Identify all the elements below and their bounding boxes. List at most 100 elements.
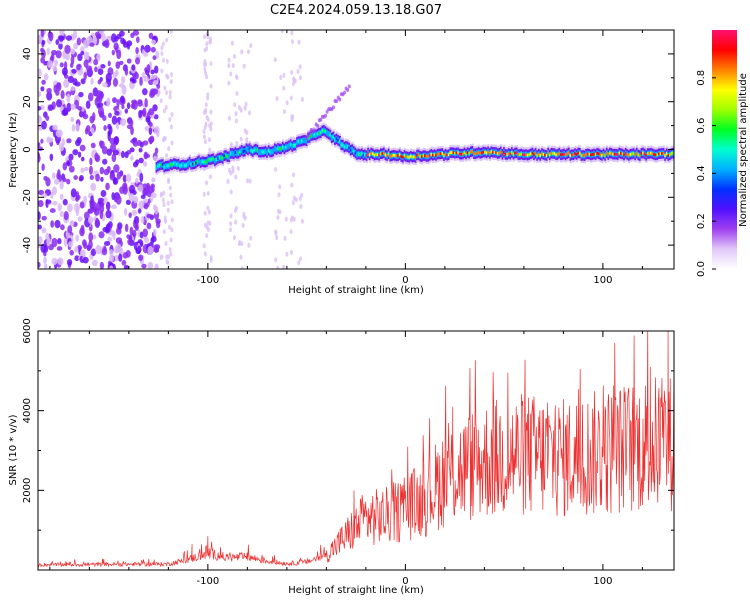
spectrogram-noise-mark <box>142 140 149 146</box>
spectrogram-noise-mark <box>129 226 134 236</box>
spectrogram-noise-mark <box>79 201 85 209</box>
spectrogram-noise-mark <box>136 172 141 178</box>
spectrogram-noise-mark <box>279 74 283 80</box>
spectrogram-noise-mark <box>118 253 123 262</box>
spectrogram-noise-mark <box>105 182 110 191</box>
spectrogram-ridge-core <box>449 151 452 155</box>
spectrogram-noise-mark <box>229 213 233 219</box>
spectrogram-noise-mark <box>289 249 293 255</box>
spectrogram-noise-mark <box>168 247 172 253</box>
spectrogram-ridge-core <box>272 149 275 153</box>
spectrogram-noise-mark <box>60 90 65 100</box>
spectrogram-noise-mark <box>53 84 58 93</box>
spectrogram-ridge-core <box>588 152 591 156</box>
spectrogram-ridge-core <box>615 152 618 156</box>
spectrogram-noise-mark <box>274 230 278 236</box>
spectrogram-noise-mark <box>47 104 54 111</box>
spectrogram-ridge-core <box>255 147 258 151</box>
spectrogram-noise-mark <box>67 203 73 213</box>
spectrogram-ridge-core <box>553 152 556 156</box>
spectrogram-ridge-core <box>316 132 319 136</box>
spectrogram-ridge-core <box>558 151 561 155</box>
spectrogram-noise-mark <box>106 97 111 107</box>
spectrogram-ridge-core <box>357 152 360 156</box>
spectrogram-noise-mark <box>205 46 209 52</box>
spectrogram-noise-mark <box>206 95 210 101</box>
spectrogram-ridge-core <box>566 152 569 156</box>
spectrogram-ridge-core <box>319 131 323 135</box>
spectrogram-noise-mark <box>103 124 107 131</box>
spectrogram-noise-mark <box>125 199 131 205</box>
spectrogram-ridge-core <box>469 150 473 154</box>
spectrogram-ridge-core <box>455 151 458 155</box>
spectrogram-ridge-core <box>313 133 316 137</box>
spectrogram-noise-mark <box>168 90 172 96</box>
spectrogram-ridge-core <box>504 152 507 156</box>
spectrogram-noise-mark <box>162 108 166 114</box>
spectrogram-noise-mark <box>53 178 60 185</box>
spectrogram-noise-mark <box>111 33 117 43</box>
spectrogram-noise-mark <box>294 197 298 203</box>
spectrogram-ridge-core <box>164 164 168 168</box>
spectrogram-ridge-core <box>371 152 375 156</box>
spectrogram-ridge-core <box>547 151 550 155</box>
spectrogram-ridge-core <box>315 133 318 137</box>
spectrogram-ridge-core <box>528 153 531 157</box>
spectrogram-noise-mark <box>59 30 65 37</box>
spectrogram-noise-mark <box>67 75 74 84</box>
spectrogram-ridge-core <box>267 149 270 152</box>
spectrogram-ridge-core <box>231 151 234 155</box>
spectrogram-ridge-core <box>236 151 239 155</box>
colorbar-tick-label: 0.2 <box>696 213 707 229</box>
spectrogram-y-tick-label: -40 <box>22 237 33 253</box>
spectrogram-ridge-core <box>605 151 609 155</box>
spectrogram-ridge-core <box>248 147 251 151</box>
spectrogram-noise-mark <box>96 53 101 62</box>
spectrogram-noise-mark <box>319 117 323 122</box>
spectrogram-noise-mark <box>54 219 61 229</box>
spectrogram-ridge-core <box>596 151 599 155</box>
spectrogram-ridge-core <box>416 153 419 157</box>
spectrogram-noise-mark <box>203 66 207 72</box>
spectrogram-ridge-core <box>195 161 198 165</box>
spectrogram-ridge-core <box>621 152 624 156</box>
spectrogram-ridge-core <box>179 164 182 168</box>
spectrogram-noise-mark <box>38 210 41 221</box>
spectrogram-noise-mark <box>120 150 125 159</box>
spectrogram-noise-mark <box>290 114 294 120</box>
spectrogram-noise-mark <box>137 208 142 214</box>
spectrogram-ridge-core <box>465 152 468 156</box>
colorbar-tick-label: 0.6 <box>696 118 707 134</box>
spectrogram-ridge-core <box>292 143 296 147</box>
spectrogram-noise-mark <box>169 30 173 34</box>
spectrogram-noise-mark <box>246 178 250 184</box>
spectrogram-y-tick-label: -20 <box>22 189 33 205</box>
spectrogram-noise-mark <box>62 162 68 171</box>
snr-y-label: SNR (10 * v/v) <box>8 414 19 485</box>
spectrogram-noise-mark <box>160 45 164 51</box>
spectrogram-ridge-core <box>365 154 368 158</box>
spectrogram-ridge-core <box>239 150 242 154</box>
spectrogram-noise-mark <box>308 131 312 136</box>
spectrogram-noise-mark <box>227 115 231 121</box>
spectrogram-noise-mark <box>283 235 287 241</box>
spectrogram-noise-mark <box>55 129 62 138</box>
spectrogram-ridge-core <box>537 152 541 156</box>
spectrogram-noise-mark <box>306 134 310 139</box>
spectrogram-noise-mark <box>230 40 234 46</box>
spectrogram-ridge-core <box>572 153 575 157</box>
spectrogram-noise-mark <box>291 200 295 206</box>
spectrogram-ridge-core <box>199 161 202 165</box>
spectrogram-noise-mark <box>114 254 119 262</box>
spectrogram-ridge-core <box>476 151 479 155</box>
spectrogram-noise-mark <box>121 104 125 110</box>
spectrogram-ridge-core <box>661 151 664 155</box>
spectrogram-ridge-core <box>481 151 484 155</box>
spectrogram-noise-mark <box>94 66 98 73</box>
spectrogram-ridge-core <box>479 151 482 155</box>
spectrogram-noise-mark <box>285 100 289 106</box>
spectrogram-ridge-core <box>335 137 338 141</box>
spectrogram-noise-mark <box>51 257 58 266</box>
spectrogram-noise-mark <box>166 74 170 80</box>
spectrogram-ridge-core <box>567 151 571 155</box>
